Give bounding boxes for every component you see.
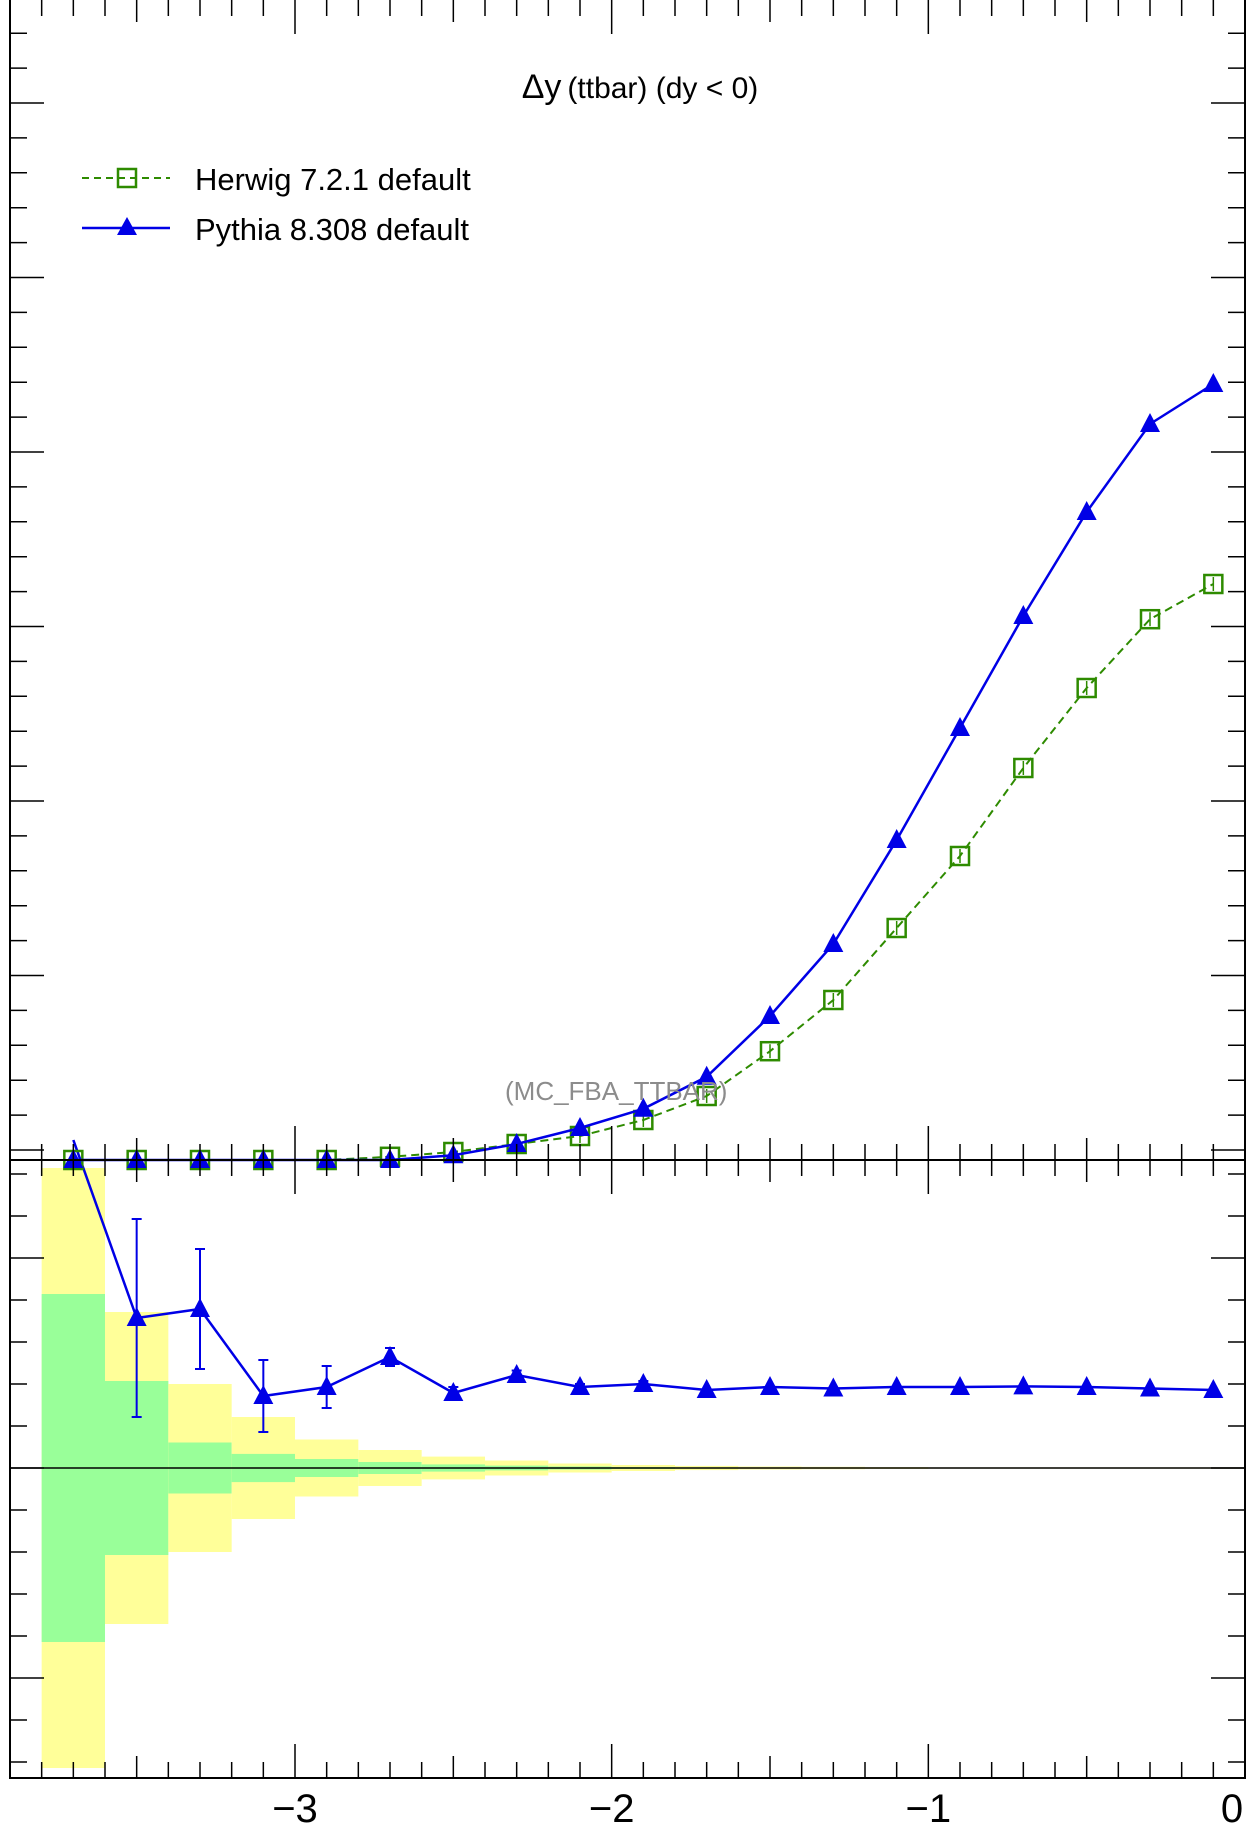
ratio-panel [10, 1139, 1245, 1469]
ratio-pythia-marker [506, 1364, 527, 1383]
pythia-marker [633, 1097, 654, 1117]
legend-label-herwig: Herwig 7.2.1 default [195, 162, 471, 197]
x-tick-label: 0 [1221, 1787, 1243, 1829]
pythia-marker [886, 829, 907, 848]
ratio-pythia-marker [1203, 1379, 1224, 1398]
pythia-marker [570, 1117, 590, 1136]
pythia-marker [506, 1133, 527, 1152]
x-tick-label: −2 [589, 1787, 635, 1829]
legend: Herwig 7.2.1 default Pythia 8.308 defaul… [82, 162, 471, 247]
pythia-line [73, 382, 1215, 1162]
ratio-pythia-marker [1076, 1376, 1097, 1395]
ratio-pythia-marker [1013, 1375, 1034, 1395]
pythia-marker [950, 717, 970, 736]
plot-title: Δy (ttbar) (dy < 0) [522, 68, 759, 106]
herwig-marker [1139, 608, 1161, 630]
ratio-pythia-marker [443, 1382, 464, 1401]
x-tick-label: −1 [906, 1787, 952, 1829]
herwig-marker [823, 989, 844, 1011]
ratio-pythia-marker [570, 1376, 590, 1395]
herwig-line [73, 583, 1214, 1161]
title-suffix: (ttbar) (dy < 0) [567, 72, 758, 105]
ratio-pythia-marker [633, 1373, 654, 1392]
ratio-pythia-marker [950, 1376, 970, 1395]
plot-frames [9, 0, 1246, 1779]
ratio-pythia-marker [316, 1376, 337, 1395]
pythia-marker [1013, 605, 1034, 624]
analysis-watermark: (MC_FBA_TTBAR) [505, 1076, 727, 1106]
herwig-marker [696, 1085, 717, 1107]
ratio-pythia-line [72, 1139, 1214, 1398]
legend-entry-pythia: Pythia 8.308 default [82, 212, 469, 247]
ratio-pythia-marker [190, 1298, 210, 1317]
legend-label-pythia: Pythia 8.308 default [195, 212, 469, 247]
herwig-marker [1013, 757, 1034, 779]
herwig-marker [949, 845, 971, 867]
main-panel [63, 373, 1224, 1171]
ratio-panel-frame [9, 1159, 1246, 1779]
x-tick-label: −3 [272, 1787, 318, 1829]
ratio-pythia-marker [126, 1307, 147, 1326]
pythia-marker [1140, 413, 1160, 432]
pythia-marker [1203, 373, 1224, 392]
axis-ticks [9, 0, 1246, 1778]
legend-entry-herwig: Herwig 7.2.1 default [82, 162, 471, 197]
x-tick-labels: −3 −2 −1 0 [272, 1787, 1243, 1829]
herwig-marker [759, 1040, 781, 1062]
ratio-pythia-marker [823, 1377, 844, 1397]
ratio-pythia-marker [253, 1385, 274, 1404]
ratio-pythia-marker [1140, 1377, 1160, 1397]
ratio-pythia-marker [886, 1376, 907, 1395]
pythia-marker [760, 1005, 780, 1024]
herwig-marker [1076, 677, 1097, 699]
title-symbol: Δy [522, 68, 562, 106]
ratio-pythia-marker [380, 1346, 400, 1365]
ratio-pythia-marker [760, 1376, 780, 1395]
pythia-marker [823, 933, 844, 952]
herwig-marker [886, 917, 907, 939]
pythia-marker [1076, 501, 1097, 520]
ratio-pythia-marker [696, 1379, 717, 1398]
herwig-marker [1203, 573, 1224, 595]
pythia-marker [696, 1065, 717, 1085]
